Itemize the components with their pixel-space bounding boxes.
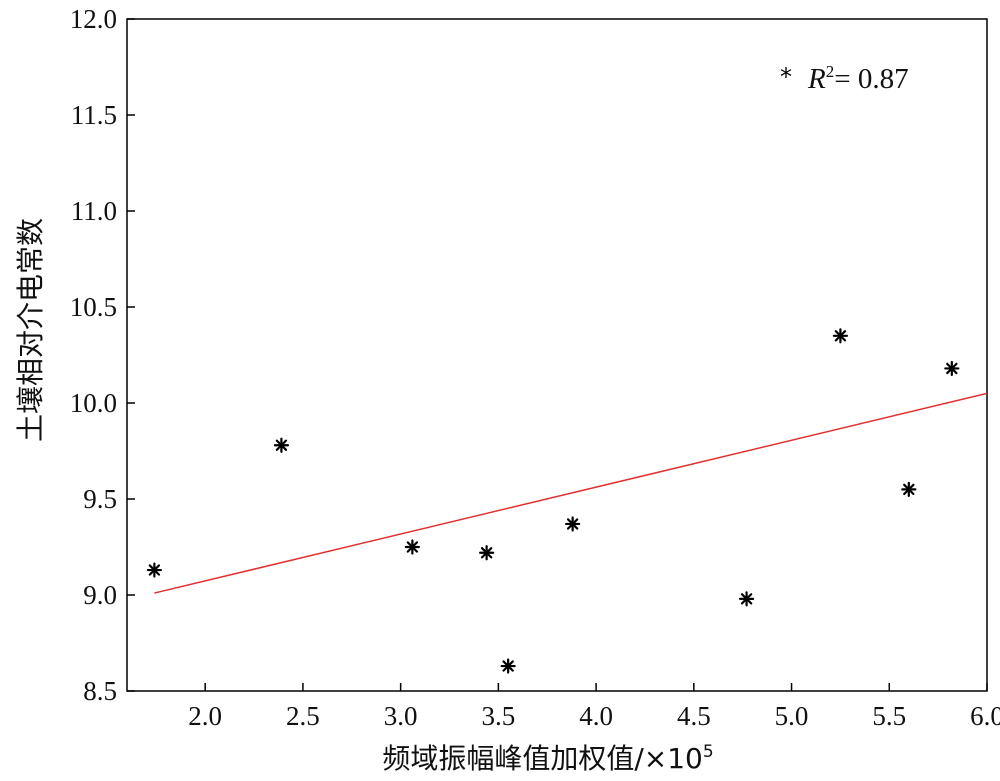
x-tick-label: 3.0 bbox=[384, 701, 418, 731]
data-points bbox=[146, 328, 960, 674]
data-point-asterisk bbox=[565, 516, 581, 532]
y-axis: 8.5 9.0 9.5 10.0 10.5 11.0 11.5 12.0 bbox=[70, 4, 135, 706]
data-point-asterisk bbox=[146, 562, 162, 578]
x-tick-label: 2.5 bbox=[286, 701, 320, 731]
x-axis-title-text: 频域振幅峰值加权值/×10 bbox=[382, 742, 703, 775]
y-tick-label: 10.0 bbox=[70, 388, 117, 418]
data-point-asterisk bbox=[901, 481, 917, 497]
data-point-asterisk bbox=[500, 658, 516, 674]
regression-fit-line bbox=[154, 392, 988, 594]
y-axis-title: 土壤相对介电常数 bbox=[14, 218, 47, 442]
y-tick-label: 8.5 bbox=[83, 676, 117, 706]
data-point-asterisk bbox=[479, 545, 495, 561]
data-point-asterisk bbox=[832, 328, 849, 344]
legend-r-superscript: 2 bbox=[826, 62, 835, 81]
x-tick-label: 3.5 bbox=[481, 701, 515, 731]
data-point-asterisk bbox=[738, 591, 755, 607]
legend: * R2= 0.87 bbox=[780, 62, 909, 95]
legend-r-symbol: R bbox=[807, 63, 826, 95]
y-tick-label: 12.0 bbox=[70, 4, 117, 34]
x-tick-label: 5.5 bbox=[872, 701, 906, 731]
data-point-asterisk bbox=[404, 539, 420, 555]
x-axis: 2.0 2.5 3.0 3.5 4.0 4.5 5.0 5.5 6.0 bbox=[188, 683, 1000, 731]
x-tick-label: 2.0 bbox=[188, 701, 222, 731]
legend-r-squared-value: = 0.87 bbox=[834, 63, 908, 95]
y-tick-label: 11.0 bbox=[71, 196, 117, 226]
x-axis-title-exponent: 5 bbox=[703, 742, 714, 762]
svg-text:R2= 0.87: R2= 0.87 bbox=[807, 62, 909, 95]
x-axis-title: 频域振幅峰值加权值/×105 bbox=[382, 742, 713, 775]
x-tick-label: 6.0 bbox=[970, 701, 1000, 731]
x-tick-label: 5.0 bbox=[775, 701, 809, 731]
x-tick-label: 4.0 bbox=[579, 701, 613, 731]
data-point-asterisk bbox=[944, 360, 960, 377]
y-tick-label: 10.5 bbox=[70, 292, 117, 322]
data-point-asterisk bbox=[273, 437, 290, 453]
plot-area-frame bbox=[126, 18, 988, 692]
x-tick-label: 4.5 bbox=[677, 701, 711, 731]
legend-marker-asterisk: * bbox=[780, 63, 792, 91]
y-tick-label: 11.5 bbox=[71, 100, 117, 130]
y-tick-label: 9.5 bbox=[83, 484, 117, 514]
y-tick-label: 9.0 bbox=[83, 580, 117, 610]
